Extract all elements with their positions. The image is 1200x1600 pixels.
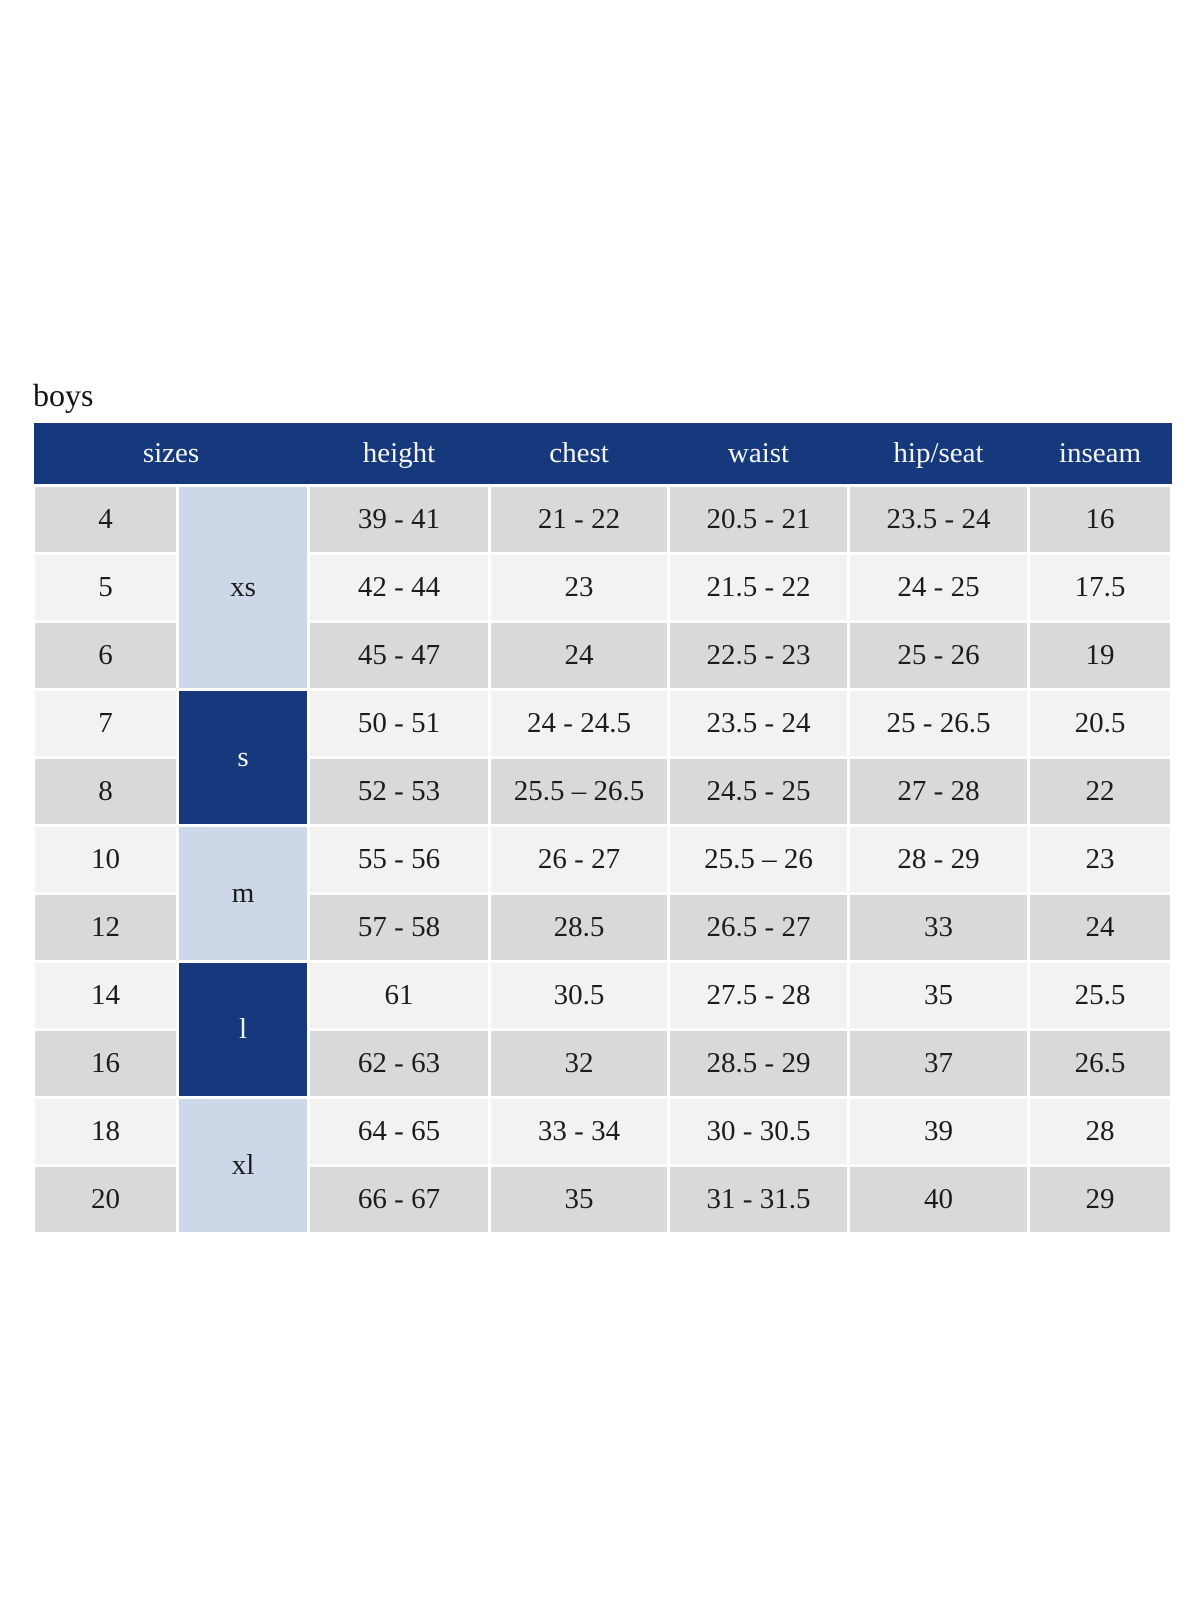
table-row: 12 57 - 58 28.5 26.5 - 27 33 24 bbox=[32, 892, 1173, 964]
table-row: 16 62 - 63 32 28.5 - 29 37 26.5 bbox=[32, 1028, 1173, 1100]
size-cell: 18 bbox=[32, 1096, 179, 1168]
size-cell: 7 bbox=[32, 688, 179, 760]
measurement-cell: 33 - 34 bbox=[488, 1096, 670, 1168]
measurement-cell: 27.5 - 28 bbox=[667, 960, 850, 1032]
table-row: 8 52 - 53 25.5 – 26.5 24.5 - 25 27 - 28 22 bbox=[32, 756, 1173, 828]
column-header-waist: waist bbox=[668, 423, 849, 486]
size-group-cell: xl bbox=[176, 1096, 310, 1236]
size-group-cell: m bbox=[176, 824, 310, 964]
measurement-cell: 37 bbox=[847, 1028, 1030, 1100]
size-cell: 12 bbox=[32, 892, 179, 964]
measurement-cell: 24 - 25 bbox=[847, 552, 1030, 624]
measurement-cell: 39 bbox=[847, 1096, 1030, 1168]
column-header-sizes: sizes bbox=[33, 423, 309, 486]
table-row: 4 xs 39 - 41 21 - 22 20.5 - 21 23.5 - 24 16 bbox=[32, 484, 1173, 692]
measurement-cell: 35 bbox=[847, 960, 1030, 1032]
size-cell: 8 bbox=[32, 756, 179, 828]
measurement-cell: 28.5 - 29 bbox=[667, 1028, 850, 1100]
measurement-cell: 66 - 67 bbox=[307, 1164, 491, 1236]
measurement-cell: 30.5 bbox=[488, 960, 670, 1032]
measurement-cell: 62 - 63 bbox=[307, 1028, 491, 1100]
measurement-cell: 40 bbox=[847, 1164, 1030, 1236]
measurement-cell: 21 - 22 bbox=[488, 484, 670, 556]
measurement-cell: 50 - 51 bbox=[307, 688, 491, 760]
measurement-cell: 24 bbox=[488, 620, 670, 692]
column-header-hip-seat: hip/seat bbox=[848, 423, 1029, 486]
measurement-cell: 25.5 – 26.5 bbox=[488, 756, 670, 828]
size-cell: 20 bbox=[32, 1164, 179, 1236]
size-group-cell: l bbox=[176, 960, 310, 1100]
measurement-cell: 23 bbox=[488, 552, 670, 624]
measurement-cell: 24.5 - 25 bbox=[667, 756, 850, 828]
measurement-cell: 21.5 - 22 bbox=[667, 552, 850, 624]
measurement-cell: 24 bbox=[1027, 892, 1173, 964]
measurement-cell: 30 - 30.5 bbox=[667, 1096, 850, 1168]
measurement-cell: 25.5 bbox=[1027, 960, 1173, 1032]
measurement-cell: 23 bbox=[1027, 824, 1173, 896]
measurement-cell: 23.5 - 24 bbox=[847, 484, 1030, 556]
measurement-cell: 45 - 47 bbox=[307, 620, 491, 692]
measurement-cell: 25 - 26.5 bbox=[847, 688, 1030, 760]
measurement-cell: 52 - 53 bbox=[307, 756, 491, 828]
table-row: 7 s 50 - 51 24 - 24.5 23.5 - 24 25 - 26.5 20.5 bbox=[32, 688, 1173, 828]
table-row: 10 m 55 - 56 26 - 27 25.5 – 26 28 - 29 23 bbox=[32, 824, 1173, 964]
size-group-cell: s bbox=[176, 688, 310, 828]
measurement-cell: 39 - 41 bbox=[307, 484, 491, 556]
table-row: 6 45 - 47 24 22.5 - 23 25 - 26 19 bbox=[32, 620, 1173, 692]
measurement-cell: 16 bbox=[1027, 484, 1173, 556]
column-header-height: height bbox=[308, 423, 490, 486]
measurement-cell: 32 bbox=[488, 1028, 670, 1100]
measurement-cell: 26 - 27 bbox=[488, 824, 670, 896]
table-row: 18 xl 64 - 65 33 - 34 30 - 30.5 39 28 bbox=[32, 1096, 1173, 1236]
measurement-cell: 26.5 - 27 bbox=[667, 892, 850, 964]
page: boys sizes height chest waist hip/seat i… bbox=[32, 377, 1173, 1236]
measurement-cell: 20.5 bbox=[1027, 688, 1173, 760]
measurement-cell: 25 - 26 bbox=[847, 620, 1030, 692]
page-title: boys bbox=[33, 377, 94, 413]
size-cell: 16 bbox=[32, 1028, 179, 1100]
measurement-cell: 35 bbox=[488, 1164, 670, 1236]
table-header: sizes height chest waist hip/seat inseam bbox=[33, 423, 1172, 486]
measurement-cell: 28.5 bbox=[488, 892, 670, 964]
size-cell: 14 bbox=[32, 960, 179, 1032]
measurement-cell: 19 bbox=[1027, 620, 1173, 692]
column-header-inseam: inseam bbox=[1028, 423, 1172, 486]
measurement-cell: 17.5 bbox=[1027, 552, 1173, 624]
measurement-cell: 22 bbox=[1027, 756, 1173, 828]
measurement-cell: 42 - 44 bbox=[307, 552, 491, 624]
boys-size-chart-table: sizes height chest waist hip/seat inseam… bbox=[32, 423, 1173, 1236]
size-cell: 10 bbox=[32, 824, 179, 896]
measurement-cell: 31 - 31.5 bbox=[667, 1164, 850, 1236]
measurement-cell: 25.5 – 26 bbox=[667, 824, 850, 896]
measurement-cell: 28 - 29 bbox=[847, 824, 1030, 896]
table-row: 20 66 - 67 35 31 - 31.5 40 29 bbox=[32, 1164, 1173, 1236]
table-row: 5 42 - 44 23 21.5 - 22 24 - 25 17.5 bbox=[32, 552, 1173, 624]
column-header-chest: chest bbox=[489, 423, 669, 486]
measurement-cell: 64 - 65 bbox=[307, 1096, 491, 1168]
size-cell: 6 bbox=[32, 620, 179, 692]
header-row: sizes height chest waist hip/seat inseam bbox=[33, 423, 1172, 486]
measurement-cell: 28 bbox=[1027, 1096, 1173, 1168]
measurement-cell: 26.5 bbox=[1027, 1028, 1173, 1100]
size-group-cell: xs bbox=[176, 484, 310, 692]
size-cell: 4 bbox=[32, 484, 179, 556]
size-table-body: 4 xs 39 - 41 21 - 22 20.5 - 21 23.5 - 24 16 5 42… bbox=[32, 484, 1173, 1236]
measurement-cell: 57 - 58 bbox=[307, 892, 491, 964]
measurement-cell: 33 bbox=[847, 892, 1030, 964]
table-row: 14 l 61 30.5 27.5 - 28 35 25.5 bbox=[32, 960, 1173, 1100]
measurement-cell: 29 bbox=[1027, 1164, 1173, 1236]
measurement-cell: 20.5 - 21 bbox=[667, 484, 850, 556]
size-cell: 5 bbox=[32, 552, 179, 624]
measurement-cell: 24 - 24.5 bbox=[488, 688, 670, 760]
measurement-cell: 27 - 28 bbox=[847, 756, 1030, 828]
measurement-cell: 61 bbox=[307, 960, 491, 1032]
measurement-cell: 23.5 - 24 bbox=[667, 688, 850, 760]
measurement-cell: 22.5 - 23 bbox=[667, 620, 850, 692]
measurement-cell: 55 - 56 bbox=[307, 824, 491, 896]
